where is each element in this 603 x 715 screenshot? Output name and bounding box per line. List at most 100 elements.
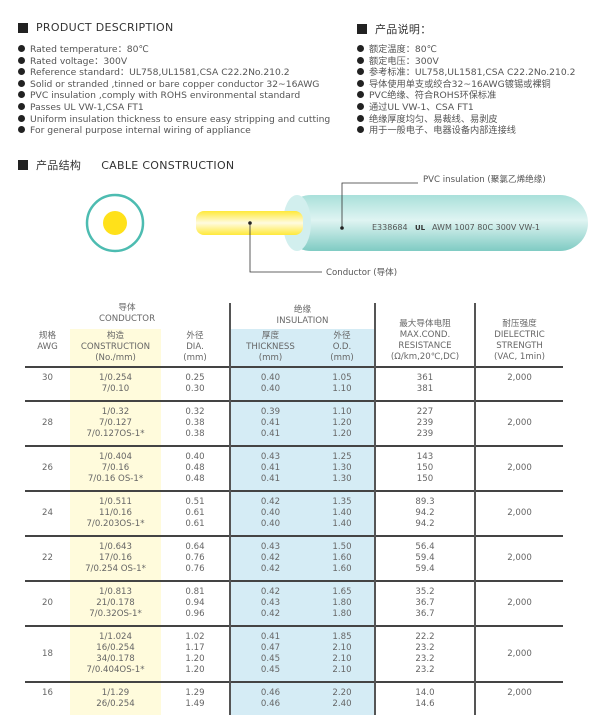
cell-line: 1.85 xyxy=(332,632,352,642)
insulation-label: PVC insulation (聚氯乙烯绝缘) xyxy=(423,173,546,185)
table-row: 22 1/0.643 17/0.16 7/0.254 OS-1* 0.64 0.76 0… xyxy=(25,535,563,581)
cell-line: 56.4 xyxy=(415,542,435,552)
awg-value: 18 xyxy=(42,648,53,659)
cell-line: 1/1.29 xyxy=(101,688,130,698)
dielectric-value: 2,000 xyxy=(507,373,532,383)
construction-cell: 1/1.024 16/0.254 34/0.178 7/0.404OS-1* xyxy=(70,625,161,682)
cell-line: 227 xyxy=(416,407,434,417)
cell-line: 94.2 xyxy=(415,519,435,529)
awg-cell: 28 xyxy=(25,400,70,446)
cell-line: (mm) xyxy=(183,353,207,363)
cell-line: 0.94 xyxy=(185,598,205,608)
cell-line: 耐压强度 xyxy=(502,318,537,329)
cell-line: 0.40 xyxy=(260,519,281,529)
awg-cell: 20 xyxy=(25,580,70,626)
dia-cell: 0.64 0.76 0.76 xyxy=(161,535,230,581)
cell-line: 2.10 xyxy=(332,643,352,653)
cell-line: 1.49 xyxy=(185,699,205,709)
insulation-body xyxy=(283,195,588,251)
square-bullet-icon xyxy=(357,24,367,34)
awg-cell: 18 xyxy=(25,625,70,682)
thickness-cell: 0.43 0.42 0.42 xyxy=(229,535,310,581)
cell-line: 89.3 xyxy=(415,497,435,507)
cell-line: 0.43 xyxy=(260,542,281,552)
cell-line: 1.60 xyxy=(332,553,352,563)
cell-line: 0.76 xyxy=(185,553,205,563)
cell-line: 1.35 xyxy=(332,497,352,507)
thickness-cell: 0.43 0.41 0.41 xyxy=(229,445,310,491)
resistance-cell: 227 239 239 xyxy=(375,400,476,446)
cell-line: 0.48 xyxy=(185,463,205,473)
cross-section xyxy=(85,193,145,253)
dielectric-cell: 2,000 xyxy=(475,580,563,626)
cell-line: 最大导体电阻 xyxy=(399,318,451,329)
cell-line: 1.20 xyxy=(185,665,205,675)
thickness-cell: 0.46 0.46 xyxy=(229,681,310,715)
cell-line: 23.2 xyxy=(415,665,435,675)
dielectric-value: 2,000 xyxy=(507,553,532,563)
cell-line: 59.4 xyxy=(415,564,435,574)
description-item: Solid or stranded ,tinned or bare copper… xyxy=(18,79,330,91)
dia-cell: 0.81 0.94 0.96 xyxy=(161,580,230,626)
cell-line: 1.20 xyxy=(185,654,205,664)
dielectric-value: 2,000 xyxy=(507,508,532,518)
cell-line: 构造 xyxy=(106,331,125,341)
cell-line: 23.2 xyxy=(415,643,435,653)
dia-cell: 0.40 0.48 0.48 xyxy=(161,445,230,491)
cell-line: 11/0.16 xyxy=(99,508,132,518)
dielectric-value: 2,000 xyxy=(507,688,532,698)
cell-line: 36.7 xyxy=(415,598,435,608)
cell-line: 7/0.16 xyxy=(101,463,130,473)
cell-line: 0.38 xyxy=(185,429,205,439)
thickness-cell: 0.41 0.47 0.45 0.45 xyxy=(229,625,310,682)
cell-line: 绝缘 xyxy=(293,305,312,315)
cell-line: 1/1.024 xyxy=(99,632,132,642)
dielectric-cell: 2,000 xyxy=(475,535,563,581)
thickness-header: 厚度 THICKNESS (mm) xyxy=(229,329,310,367)
dielectric-cell: 2,000 xyxy=(475,681,563,715)
description-item: Reference standard：UL758,UL1581,CSA C22.… xyxy=(18,67,330,79)
cell-line: 1.65 xyxy=(332,587,352,597)
cell-line: 2.10 xyxy=(332,654,352,664)
cell-line: 1/0.813 xyxy=(99,587,132,597)
cell-line: 150 xyxy=(416,463,434,473)
cell-line: 0.25 xyxy=(185,373,205,383)
construction-cell: 1/0.32 7/0.127 7/0.127OS-1* xyxy=(70,400,161,446)
dielectric-cell: 2,000 xyxy=(475,400,563,446)
resistance-cell: 35.2 36.7 36.7 xyxy=(375,580,476,626)
cell-line: 0.61 xyxy=(185,508,205,518)
cell-line: 35.2 xyxy=(415,587,435,597)
resistance-cell: 14.0 14.6 xyxy=(375,681,476,715)
resistance-cell: 56.4 59.4 59.4 xyxy=(375,535,476,581)
cell-line: 导体 xyxy=(118,303,136,313)
dielectric-value: 2,000 xyxy=(507,463,532,473)
cell-line: 0.42 xyxy=(260,609,281,619)
cell-line: 1.40 xyxy=(332,508,352,518)
cell-line: 34/0.178 xyxy=(96,654,135,664)
cell-line: 0.41 xyxy=(260,429,281,439)
description-list-cn: 额定温度：80℃ 额定电压：300V 参考标准：UL758,UL1581,CSA C… xyxy=(357,44,575,137)
cell-line: 239 xyxy=(416,429,434,439)
description-item: 导体使用单支或绞合32~16AWG镀锡或裸铜 xyxy=(357,79,575,91)
cell-line: 厚度 xyxy=(261,331,280,341)
cell-line: 1.80 xyxy=(332,598,352,608)
construction-cell: 1/1.29 26/0.254 xyxy=(70,681,161,715)
cell-line: RESISTANCE xyxy=(398,340,452,351)
dielectric-value: 2,000 xyxy=(507,418,532,428)
cell-line: THICKNESS xyxy=(246,342,295,352)
dia-cell: 1.29 1.49 xyxy=(161,681,230,715)
heading-text: 产品说明： xyxy=(375,23,432,36)
description-item: Passes UL VW-1,CSA FT1 xyxy=(18,102,330,114)
awg-value: 22 xyxy=(42,553,53,563)
dielectric-cell: 2,000 xyxy=(475,445,563,491)
awg-value: 28 xyxy=(42,418,53,428)
spec-table: 导体 CONDUCTOR 绝缘 INSULATION 最大导体电阻 MAX.COND.… xyxy=(25,303,563,715)
cell-line: 规格 xyxy=(38,331,57,341)
awg-value: 24 xyxy=(42,508,53,518)
cell-line: (VAC, 1min) xyxy=(494,351,545,362)
dia-cell: 1.02 1.17 1.20 1.20 xyxy=(161,625,230,682)
cable-print-spec: AWM 1007 80C 300V VW-1 xyxy=(432,223,540,232)
od-cell: 1.65 1.80 1.80 xyxy=(310,580,376,626)
resistance-cell: 361 381 xyxy=(375,366,476,401)
cell-line: CONSTRUCTION xyxy=(80,342,151,352)
